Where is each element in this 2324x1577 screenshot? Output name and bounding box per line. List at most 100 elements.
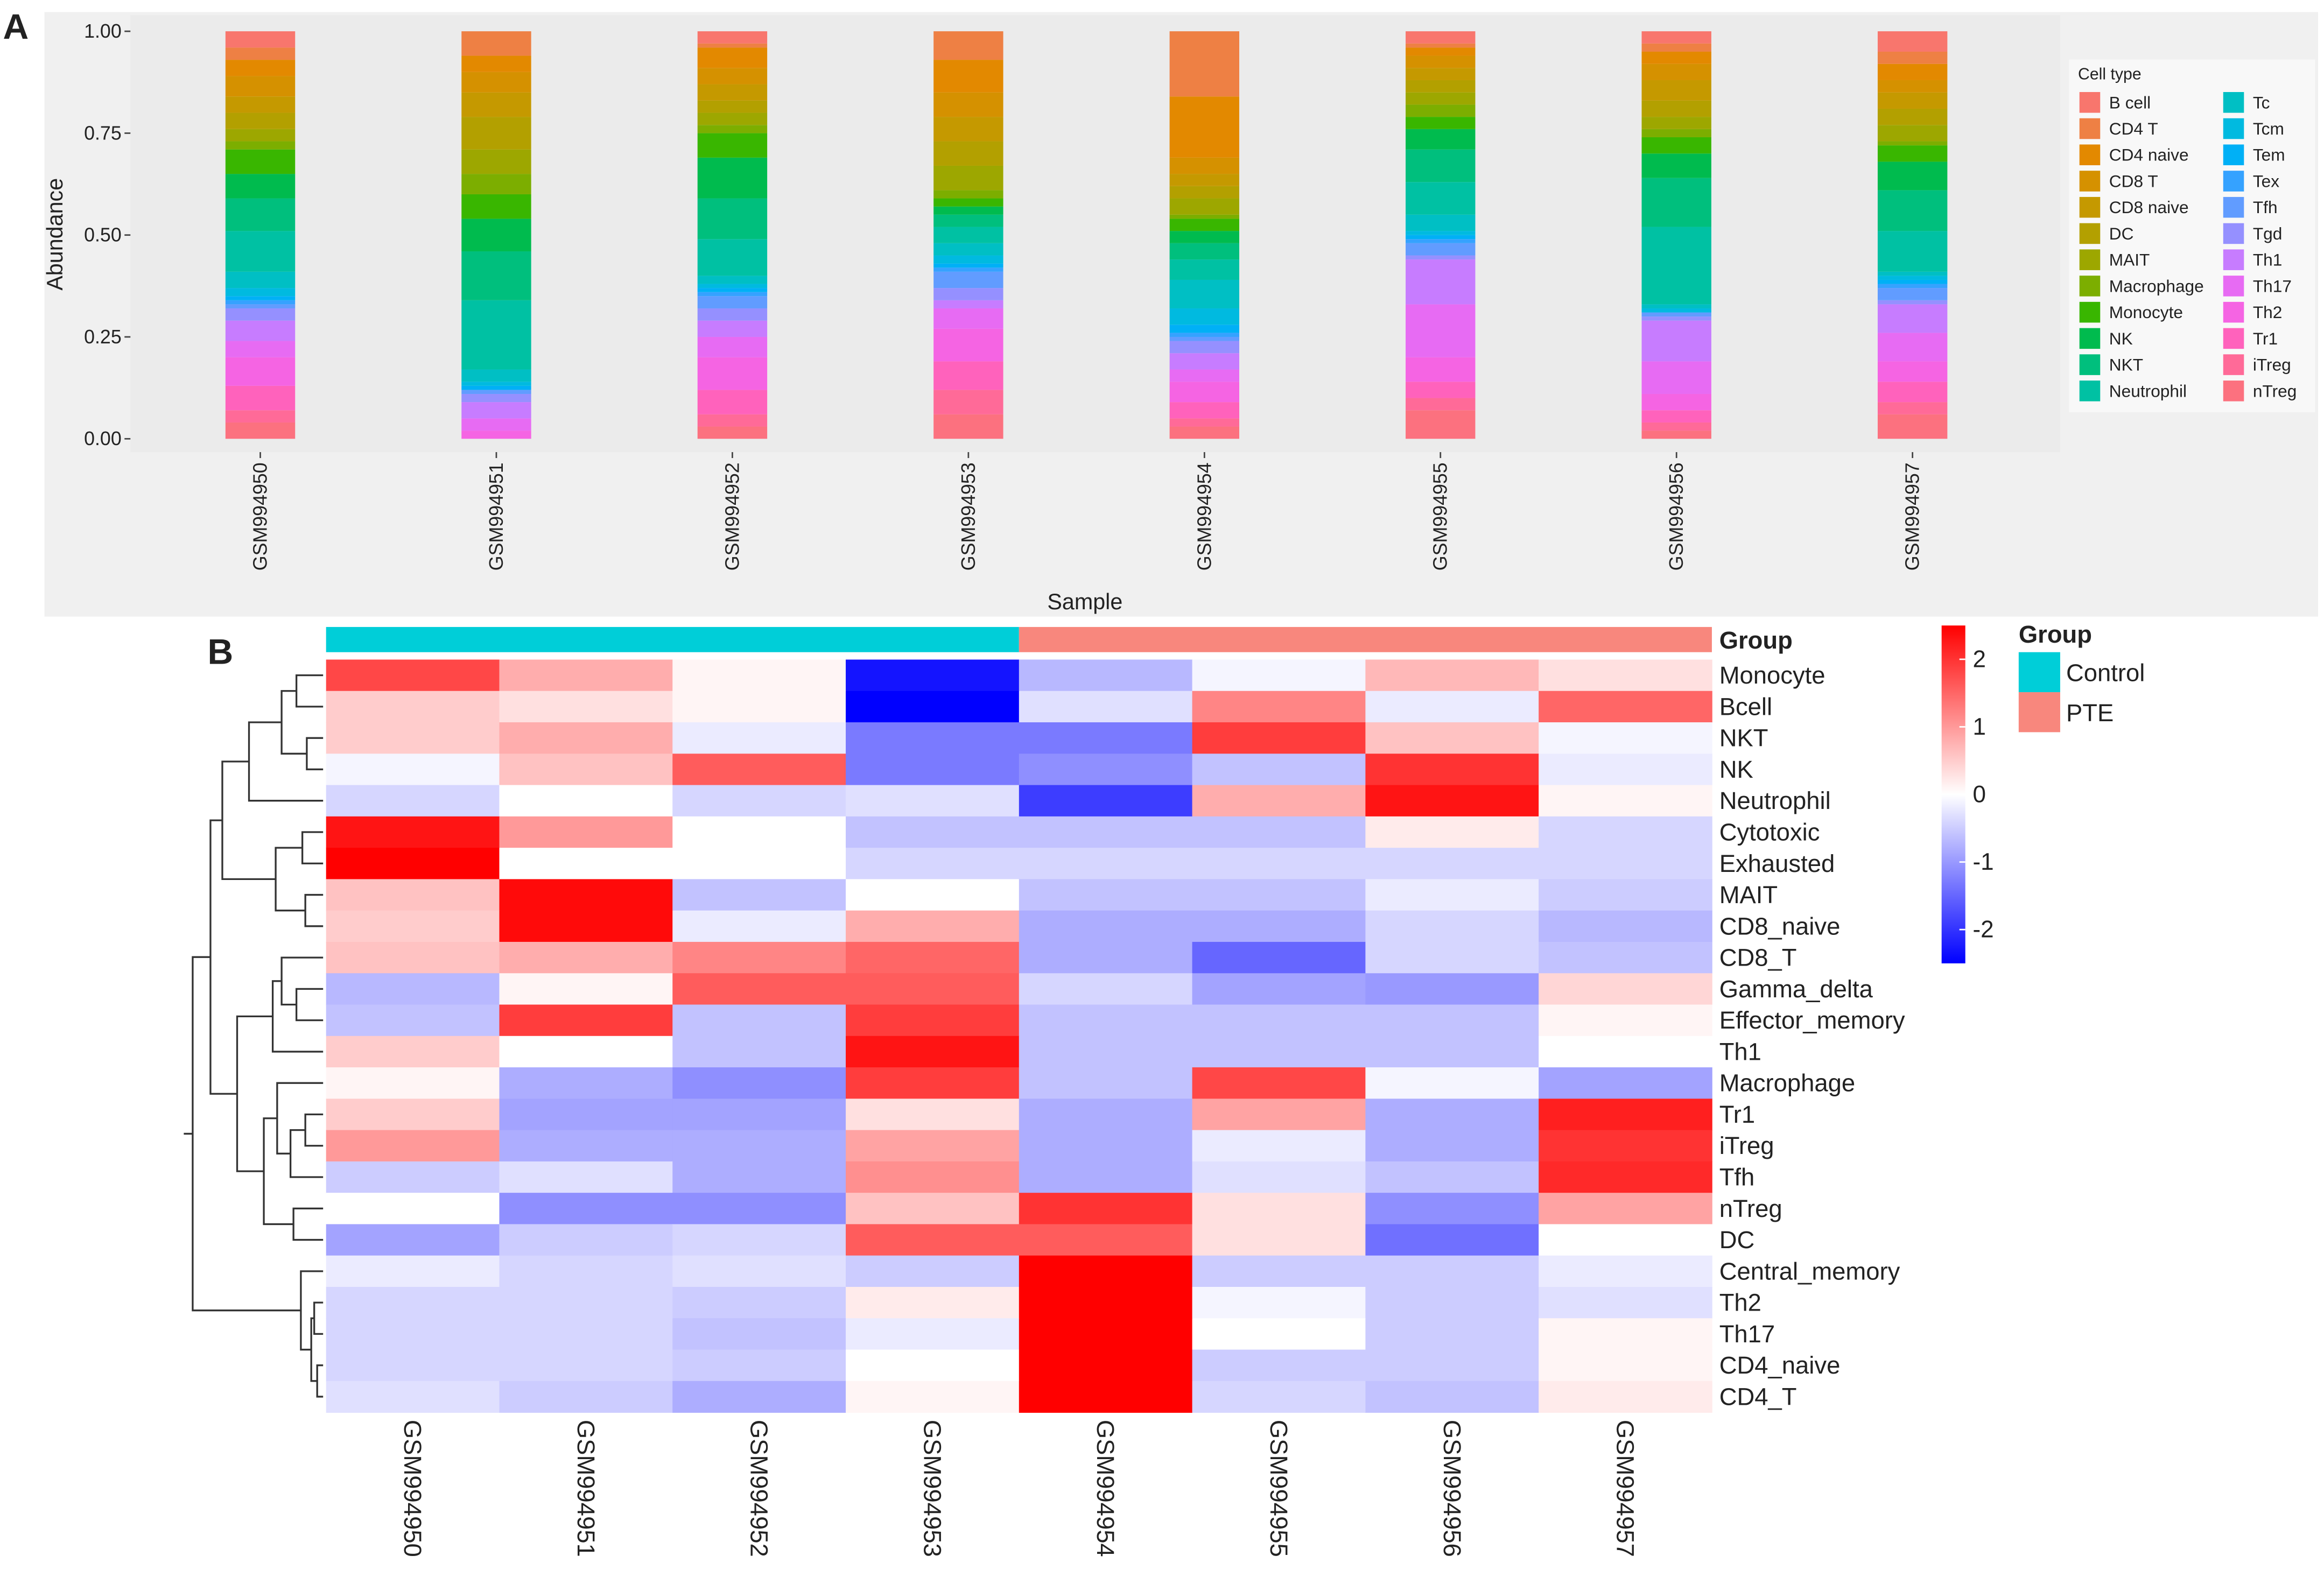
row-label: CD8_T — [1719, 944, 1797, 971]
legend-swatch — [2223, 354, 2244, 375]
bar-segment — [1406, 117, 1476, 129]
heatmap-cell — [1539, 910, 1712, 942]
column-label: GSM994954 — [1092, 1420, 1119, 1557]
heatmap-cell — [1019, 1255, 1193, 1287]
bar-segment — [1406, 182, 1476, 215]
heatmap-cell — [326, 941, 500, 974]
x-tick-label: GSM994954 — [1193, 462, 1215, 571]
heatmap-cell — [326, 785, 500, 817]
bar-segment — [1169, 31, 1240, 97]
bar-segment — [1406, 231, 1476, 235]
row-label: Cytotoxic — [1719, 818, 1820, 846]
bar-segment — [697, 414, 768, 427]
heatmap-cell — [326, 973, 500, 1005]
bar-segment — [1877, 51, 1948, 64]
bar-segment — [1169, 333, 1240, 337]
heatmap-cell — [1019, 973, 1193, 1005]
bar-segment — [225, 308, 296, 321]
group-annotation — [326, 626, 1019, 652]
heatmap-cell — [846, 1004, 1020, 1037]
heatmap-cell — [1539, 722, 1712, 755]
row-label: Effector_memory — [1719, 1006, 1905, 1034]
y-axis-label: Abundance — [43, 178, 67, 291]
panel-label: B — [207, 632, 233, 672]
bar-segment — [461, 72, 531, 93]
bar-segment — [697, 84, 768, 101]
bar-segment — [1877, 402, 1948, 414]
heatmap-cell — [499, 691, 673, 723]
bar-segment — [933, 214, 1003, 227]
bar-segment — [1641, 137, 1711, 154]
heatmap-cell — [1365, 659, 1539, 692]
legend-swatch — [2223, 92, 2244, 113]
heatmap-cell — [499, 659, 673, 692]
heatmap-cell — [326, 879, 500, 911]
color-bar-label: 2 — [1972, 646, 1986, 672]
bar-segment — [933, 308, 1003, 329]
bar-segment — [461, 117, 531, 150]
bar-segment — [1406, 398, 1476, 411]
bar-segment — [1169, 336, 1240, 341]
bar-segment — [1406, 259, 1476, 305]
heatmap-cell — [1019, 1193, 1193, 1225]
bar-segment — [1406, 410, 1476, 439]
bar-segment — [697, 239, 768, 276]
row-label: NKT — [1719, 724, 1768, 752]
heatmap-cell — [1192, 1381, 1366, 1413]
heatmap-cell — [499, 1036, 673, 1068]
heatmap-cell — [672, 1099, 846, 1131]
row-label: Bcell — [1719, 693, 1772, 720]
bar-segment — [225, 231, 296, 272]
heatmap-cell — [1539, 785, 1712, 817]
bar-segment — [697, 133, 768, 158]
heatmap-cell — [1365, 1381, 1539, 1413]
heatmap-cell — [1365, 754, 1539, 786]
heatmap-cell — [1019, 1286, 1193, 1319]
row-label: Neutrophil — [1719, 787, 1831, 814]
heatmap-cell — [1539, 1130, 1712, 1162]
legend-label: CD4 T — [2109, 119, 2158, 138]
heatmap-cell — [1192, 1224, 1366, 1256]
heatmap-cell — [1019, 1381, 1193, 1413]
heatmap-cell — [846, 722, 1020, 755]
heatmap-cell — [1019, 848, 1193, 880]
legend-swatch — [2079, 144, 2101, 166]
bar-segment — [1641, 43, 1711, 52]
bar-segment — [697, 296, 768, 308]
bar-segment — [1641, 308, 1711, 313]
column-label: GSM994950 — [399, 1420, 426, 1557]
heatmap-cell — [672, 1224, 846, 1256]
heatmap-cell — [672, 1381, 846, 1413]
heatmap-cell — [326, 722, 500, 755]
bar-segment — [225, 198, 296, 231]
bar-segment — [933, 288, 1003, 300]
bar-segment — [1406, 92, 1476, 105]
bar-segment — [1877, 190, 1948, 231]
heatmap-cell — [1539, 754, 1712, 786]
bar-segment — [1406, 304, 1476, 357]
bar-segment — [697, 276, 768, 284]
bar-segment — [697, 125, 768, 133]
legend-swatch — [2223, 381, 2244, 402]
heatmap-cell — [846, 1318, 1020, 1350]
bar-segment — [933, 227, 1003, 243]
bar-segment — [1877, 125, 1948, 142]
heatmap-cell — [672, 1255, 846, 1287]
bar-segment — [225, 288, 296, 297]
legend-swatch — [2223, 249, 2244, 270]
heatmap-cell — [499, 1161, 673, 1193]
bar-segment — [1877, 288, 1948, 300]
heatmap-cell — [1192, 1286, 1366, 1319]
bar-segment — [933, 267, 1003, 272]
heatmap-cell — [672, 722, 846, 755]
row-label: DC — [1719, 1226, 1755, 1254]
legend-label: DC — [2109, 224, 2134, 243]
x-tick-label: GSM994951 — [486, 462, 507, 571]
heatmap-cell — [846, 941, 1020, 974]
heatmap-cell — [1365, 722, 1539, 755]
bar-segment — [933, 190, 1003, 199]
bar-segment — [461, 402, 531, 419]
heatmap-cell — [1539, 1036, 1712, 1068]
bar-segment — [1406, 31, 1476, 44]
heatmap-cell — [326, 910, 500, 942]
